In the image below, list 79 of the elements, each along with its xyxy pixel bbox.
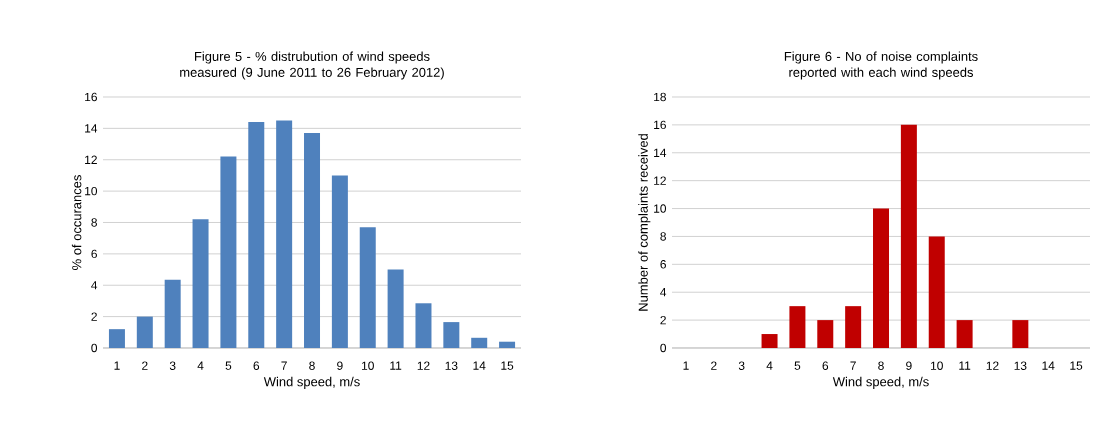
x-tick-label: 12 xyxy=(986,361,999,370)
y-tick-label: 12 xyxy=(654,176,666,185)
x-tick-label: 2 xyxy=(711,361,717,370)
y-axis-title: Number of complaints received xyxy=(638,134,651,311)
chart-title: Figure 5 - % distrubution of wind speeds measured (9 June 2011 to 26 February 2012) xyxy=(180,51,444,80)
bar xyxy=(443,322,460,348)
y-tick-label: 14 xyxy=(85,124,98,133)
x-tick-label: 12 xyxy=(417,361,430,370)
x-tick-label: 5 xyxy=(225,361,232,370)
x-tick-label: 8 xyxy=(878,361,884,370)
x-tick-label: 3 xyxy=(738,361,745,370)
x-tick-label: 7 xyxy=(281,361,287,370)
bar xyxy=(220,156,237,348)
bar xyxy=(359,227,376,348)
bar xyxy=(928,236,945,348)
x-tick-label: 9 xyxy=(906,361,912,370)
bar xyxy=(276,120,293,348)
x-tick-label: 14 xyxy=(473,361,486,370)
y-tick-label: 2 xyxy=(91,312,97,321)
x-tick-label: 5 xyxy=(794,361,801,370)
bar xyxy=(164,279,181,348)
x-tick-label: 6 xyxy=(253,361,260,370)
x-tick-label: 11 xyxy=(959,361,971,370)
bar xyxy=(956,320,973,348)
bar xyxy=(331,175,348,348)
y-tick-label: 4 xyxy=(91,281,98,290)
bar xyxy=(817,320,834,348)
x-tick-label: 1 xyxy=(114,361,120,370)
x-tick-label: 15 xyxy=(1070,361,1083,370)
bar xyxy=(248,122,265,348)
y-axis-title: % of occurances xyxy=(71,175,82,270)
x-tick-label: 9 xyxy=(337,361,343,370)
bar xyxy=(192,219,209,348)
x-axis-title: Wind speed, m/s xyxy=(263,376,360,389)
x-tick-label: 8 xyxy=(309,361,315,370)
y-tick-label: 16 xyxy=(654,120,666,130)
y-tick-label: 10 xyxy=(85,186,98,196)
bar xyxy=(471,337,488,348)
y-tick-label: 10 xyxy=(654,204,667,213)
y-tick-label: 0 xyxy=(91,343,98,353)
y-tick-label: 12 xyxy=(85,155,97,164)
bar xyxy=(873,208,890,348)
y-tick-label: 8 xyxy=(91,218,97,227)
y-tick-label: 4 xyxy=(660,288,667,297)
bar xyxy=(1012,320,1029,348)
x-tick-label: 7 xyxy=(850,361,856,370)
x-tick-label: 1 xyxy=(683,361,689,370)
x-tick-label: 3 xyxy=(169,361,176,370)
bar xyxy=(387,269,404,348)
bar xyxy=(789,306,806,348)
bar xyxy=(761,334,778,348)
bar xyxy=(415,303,432,348)
x-tick-label: 10 xyxy=(931,361,943,370)
y-tick-label: 18 xyxy=(654,92,666,102)
bar xyxy=(136,316,153,348)
y-tick-label: 0 xyxy=(660,343,667,353)
y-tick-label: 14 xyxy=(654,148,667,157)
x-tick-label: 6 xyxy=(822,361,829,370)
y-tick-label: 6 xyxy=(91,249,97,259)
x-tick-label: 15 xyxy=(501,361,514,370)
y-tick-label: 6 xyxy=(660,260,666,269)
x-axis-title: Wind speed, m/s xyxy=(832,376,929,389)
y-tick-label: 2 xyxy=(660,315,666,325)
x-tick-label: 2 xyxy=(142,361,148,370)
x-tick-label: 14 xyxy=(1042,361,1055,370)
y-tick-label: 8 xyxy=(660,232,666,241)
x-tick-label: 4 xyxy=(197,361,204,370)
bar xyxy=(108,329,125,348)
bar xyxy=(900,124,917,348)
x-tick-label: 13 xyxy=(445,361,458,370)
bar xyxy=(845,306,862,348)
x-tick-label: 4 xyxy=(766,361,773,370)
y-tick-label: 16 xyxy=(85,92,97,102)
x-tick-label: 13 xyxy=(1014,361,1027,370)
chart-title: Figure 6 - No of noise complaints reported with each wind speeds xyxy=(784,51,978,80)
x-tick-label: 10 xyxy=(362,361,374,370)
bar xyxy=(304,133,321,348)
x-tick-label: 11 xyxy=(390,361,402,370)
bar xyxy=(499,341,516,348)
